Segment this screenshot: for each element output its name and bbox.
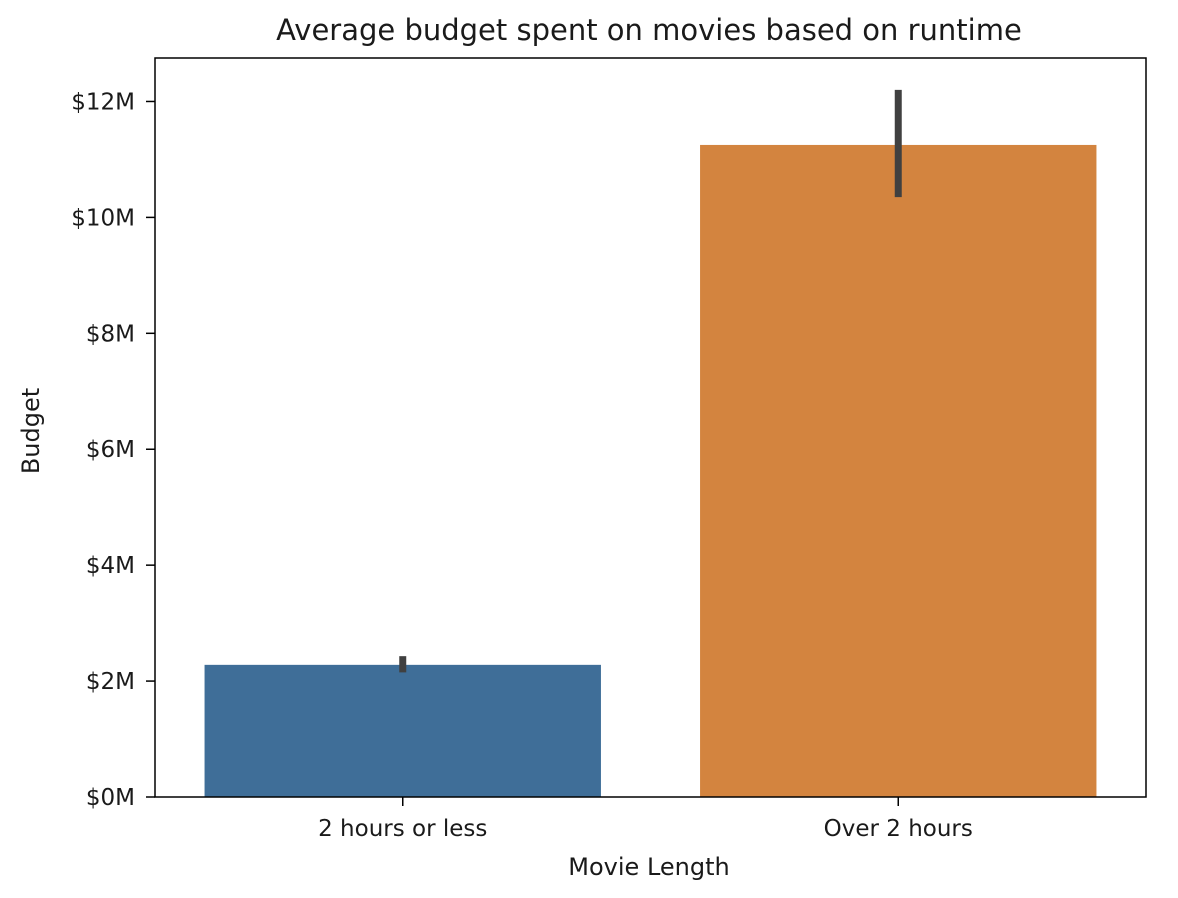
y-tick-label-3: $6M: [86, 437, 135, 463]
bar-0: [204, 664, 601, 797]
plot-area: 2 hours or less Over 2 hours $0M $2M $4M $6M $…: [71, 57, 1147, 842]
x-tick-label-1: Over 2 hours: [824, 816, 973, 842]
y-axis-label: Budget: [17, 388, 45, 474]
y-tick-label-2: $4M: [86, 553, 135, 579]
plot-frame: [154, 57, 1147, 798]
x-tick-label-0: 2 hours or less: [318, 816, 487, 842]
bar-1: [700, 144, 1097, 798]
y-tick-label-1: $2M: [86, 669, 135, 695]
x-axis-label: Movie Length: [568, 853, 729, 881]
y-tick-label-4: $8M: [86, 321, 135, 347]
y-tick-label-5: $10M: [71, 205, 135, 231]
y-tick-label-6: $12M: [71, 89, 135, 115]
y-tick-label-0: $0M: [86, 785, 135, 811]
chart-title: Average budget spent on movies based on …: [276, 13, 1022, 47]
